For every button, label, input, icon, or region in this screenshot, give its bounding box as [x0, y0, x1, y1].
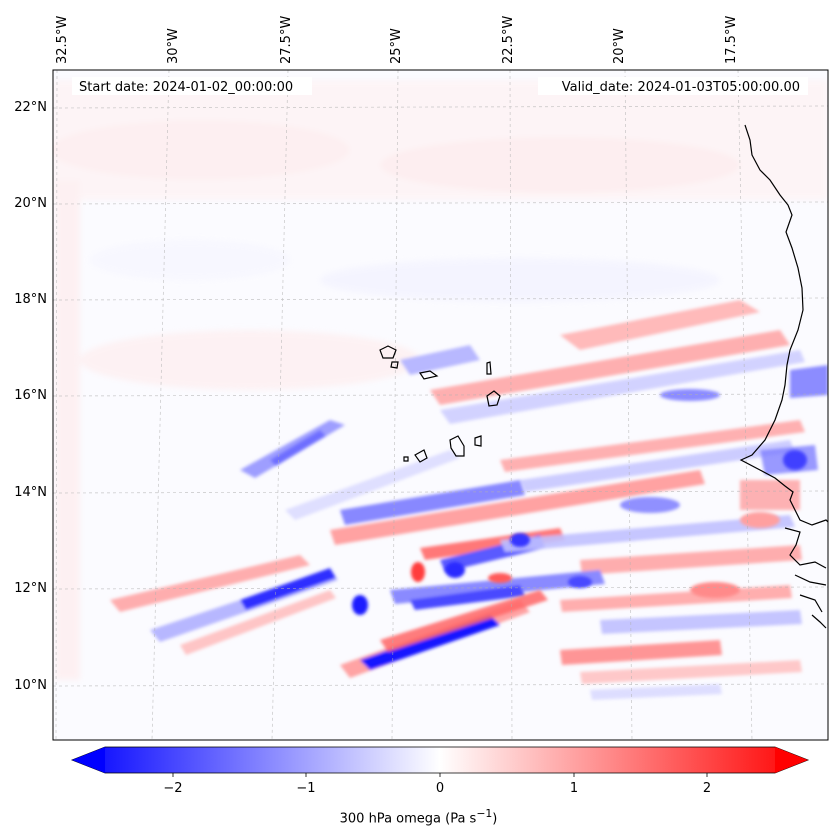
lon-label: 20°W: [612, 28, 627, 64]
valid-date-label: Valid_date: 2024-01-03T05:00:00.00: [562, 80, 800, 95]
island-maio: [474, 435, 482, 447]
colorbar-tick: 2: [703, 781, 711, 796]
lon-label: 27.5°W: [279, 16, 294, 64]
colorbar-bar: [70, 746, 810, 774]
valid-date-box: [538, 77, 808, 95]
coastlines: [379, 124, 828, 629]
longitude-labels: 32.5°W 30°W 27.5°W 25°W 22.5°W 20°W 17.5…: [55, 16, 739, 64]
colorbar-low-extend: [72, 747, 105, 773]
island-boa-vista: [486, 390, 501, 407]
lat-label: 20°N: [14, 196, 47, 211]
lat-label: 12°N: [14, 581, 47, 596]
lon-label: 22.5°W: [501, 16, 516, 64]
island-santiago: [449, 435, 465, 457]
lon-label: 32.5°W: [55, 16, 70, 64]
island-fogo: [414, 449, 428, 463]
colorbar-high-extend: [775, 747, 808, 773]
start-date-box: [72, 77, 312, 95]
latitude-labels: 22°N 20°N 18°N 16°N 14°N 12°N 10°N: [14, 100, 47, 693]
lat-label: 16°N: [14, 388, 47, 403]
lat-label: 18°N: [14, 292, 47, 307]
island-santo-antao: [379, 345, 397, 359]
start-date-label: Start date: 2024-01-02_00:00:00: [79, 80, 293, 95]
colorbar-tick: 1: [570, 781, 578, 796]
lat-label: 14°N: [14, 485, 47, 500]
lat-label: 10°N: [14, 678, 47, 693]
island-sao-nicolau: [419, 370, 439, 380]
african-coastline: [739, 124, 828, 629]
island-sal: [486, 361, 492, 375]
lat-label: 22°N: [14, 100, 47, 115]
lon-label: 17.5°W: [724, 16, 739, 64]
colorbar: −2 −1 0 1 2: [70, 746, 810, 796]
map-border: [52, 69, 829, 741]
colorbar-label: 300 hPa omega (Pa s−1): [339, 807, 498, 827]
island-brava: [403, 456, 409, 462]
omega-field: [53, 80, 828, 700]
colorbar-tick: −1: [296, 781, 315, 796]
colorbar-tick: 0: [436, 781, 444, 796]
map-panel: Start date: 2024-01-02_00:00:00 Valid_da…: [52, 69, 829, 741]
graticule: [53, 70, 828, 740]
colorbar-tick: −2: [163, 781, 182, 796]
lon-label: 30°W: [166, 28, 181, 64]
lon-label: 25°W: [389, 28, 404, 64]
island-sao-vicente: [390, 361, 399, 369]
